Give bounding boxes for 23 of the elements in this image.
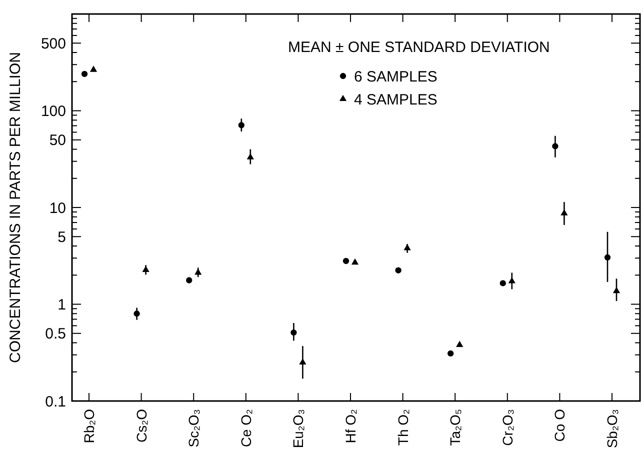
legend-title: MEAN ± ONE STANDARD DEVIATION — [288, 39, 550, 56]
y-tick-label: 100 — [40, 103, 66, 120]
x-tick-label: Co O — [552, 408, 568, 442]
x-tick-label: Cs₂O — [133, 408, 150, 442]
x-tick-label: Ta₂O₅ — [447, 409, 464, 446]
y-tick-label: 50 — [49, 132, 66, 150]
y-tick-label: 0.5 — [45, 326, 66, 343]
x-tick-label: Cr₂O₃ — [499, 409, 516, 446]
y-axis-title: CONCENTRATIONS IN PARTS PER MILLION — [7, 52, 24, 363]
x-tick-label: Sc₂O₃ — [186, 409, 202, 448]
y-tick-label: 5 — [58, 228, 66, 246]
y-tick-label: 0.1 — [45, 393, 66, 410]
x-tick-label: Sb₂O₃ — [604, 409, 620, 448]
x-tick-label: Hf O₂ — [342, 409, 358, 444]
x-tick-label: Ce O₂ — [238, 409, 254, 448]
legend-label: 4 SAMPLES — [354, 91, 438, 108]
x-tick-label: Rb₂O — [81, 408, 97, 444]
legend-label: 6 SAMPLES — [354, 68, 438, 86]
y-tick-label: 1 — [58, 296, 66, 314]
y-tick-label: 10 — [49, 200, 66, 217]
x-tick-label: Eu₂O₃ — [290, 409, 306, 448]
x-tick-label: Th O₂ — [394, 409, 411, 446]
y-tick-label: 500 — [40, 35, 66, 52]
